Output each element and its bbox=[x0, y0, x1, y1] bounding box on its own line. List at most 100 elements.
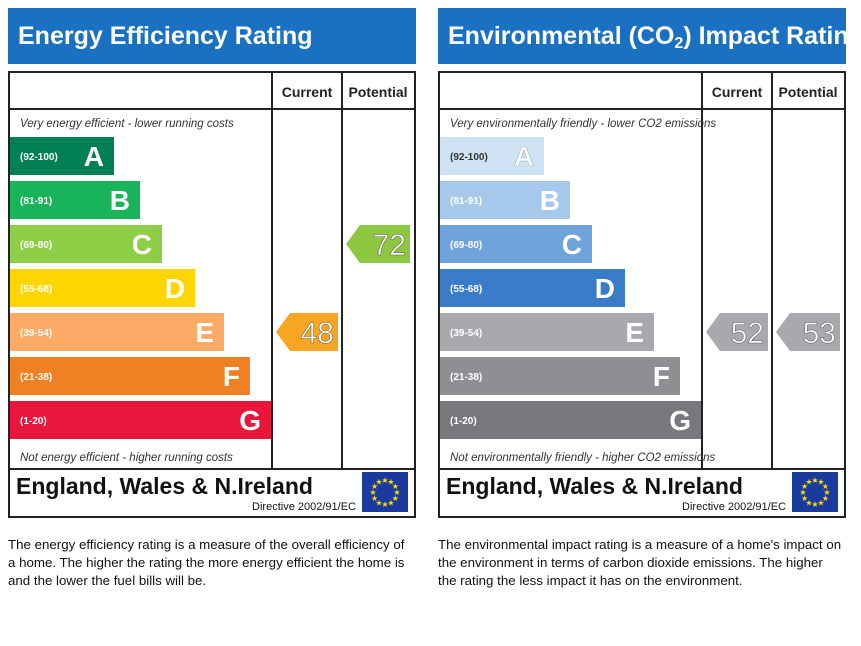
eu-star-icon: ★ bbox=[805, 478, 812, 487]
eu-star-icon: ★ bbox=[369, 488, 376, 497]
current-rating-value: 52 bbox=[731, 317, 764, 350]
band-letter-b: B bbox=[540, 185, 560, 216]
band-letter-e: E bbox=[625, 317, 644, 348]
ei-title-sub: 2 bbox=[674, 35, 684, 52]
band-range-g: (1-20) bbox=[450, 416, 477, 427]
environmental-footer-directive: Directive 2002/91/EC bbox=[682, 501, 786, 513]
eu-flag-icon: ★ ★ ★ ★ ★ ★ ★ ★ ★ ★ ★ ★ bbox=[792, 472, 838, 512]
band-range-e: (39-54) bbox=[450, 328, 482, 339]
band-range-a: (92-100) bbox=[20, 152, 58, 163]
band-bar-e bbox=[440, 313, 654, 351]
band-range-f: (21-38) bbox=[450, 372, 482, 383]
band-range-a: (92-100) bbox=[450, 152, 488, 163]
eu-star-icon: ★ bbox=[805, 498, 812, 507]
band-letter-b: B bbox=[110, 185, 130, 216]
band-letter-c: C bbox=[562, 229, 582, 260]
eu-star-icon: ★ bbox=[392, 482, 399, 491]
eu-star-icon: ★ bbox=[381, 476, 388, 485]
band-range-b: (81-91) bbox=[20, 196, 52, 207]
eu-star-icon: ★ bbox=[381, 500, 388, 509]
eu-star-icon: ★ bbox=[387, 498, 394, 507]
eu-star-icon: ★ bbox=[801, 482, 808, 491]
top-note: Very energy efficient - lower running co… bbox=[20, 118, 234, 130]
eu-star-icon: ★ bbox=[799, 488, 806, 497]
band-letter-g: G bbox=[239, 405, 261, 436]
band-bar-f bbox=[440, 357, 680, 395]
environmental-impact-description: The environmental impact rating is a mea… bbox=[438, 537, 842, 588]
eu-star-icon: ★ bbox=[375, 478, 382, 487]
ei-title-suffix: ) Impact Rating bbox=[683, 22, 861, 50]
eu-star-icon: ★ bbox=[822, 494, 829, 503]
band-letter-a: A bbox=[514, 141, 534, 172]
column-header-potential: Potential bbox=[348, 84, 407, 100]
eu-stars-icon: ★★★★★★★★★★★★ bbox=[369, 476, 400, 509]
potential-rating-value: 72 bbox=[373, 229, 406, 262]
band-letter-g: G bbox=[669, 405, 691, 436]
potential-rating-value: 53 bbox=[803, 317, 836, 350]
eu-star-icon: ★ bbox=[371, 494, 378, 503]
band-letter-d: D bbox=[165, 273, 185, 304]
band-bar-d bbox=[440, 269, 625, 307]
band-bar-a bbox=[10, 137, 114, 175]
band-letter-d: D bbox=[595, 273, 615, 304]
band-bar-c bbox=[10, 225, 162, 263]
band-bar-g bbox=[440, 401, 701, 439]
ei-title-prefix: Environmental (CO bbox=[448, 22, 675, 50]
eu-star-icon: ★ bbox=[387, 478, 394, 487]
eu-star-icon: ★ bbox=[375, 498, 382, 507]
eu-star-icon: ★ bbox=[392, 494, 399, 503]
bottom-note: Not environmentally friendly - higher CO… bbox=[450, 452, 715, 464]
band-bar-b bbox=[10, 181, 140, 219]
band-letter-f: F bbox=[653, 361, 670, 392]
energy-efficiency-panel: Energy Efficiency Rating Current Potentia… bbox=[8, 8, 416, 518]
environmental-impact-panel: Environmental (CO2) Impact Rating Curren… bbox=[438, 8, 861, 518]
band-bar-d bbox=[10, 269, 195, 307]
bottom-note: Not energy efficient - higher running co… bbox=[20, 452, 233, 464]
eu-stars-icon: ★★★★★★★★★★★★ bbox=[799, 476, 830, 509]
band-letter-f: F bbox=[223, 361, 240, 392]
band-range-e: (39-54) bbox=[20, 328, 52, 339]
eu-flag-icon: ★ ★ ★ ★ ★ ★ ★ ★ ★ ★ ★ ★ bbox=[362, 472, 408, 512]
band-range-c: (69-80) bbox=[20, 240, 52, 251]
current-rating-arrow bbox=[276, 313, 338, 351]
eu-star-icon: ★ bbox=[817, 498, 824, 507]
band-bar-b bbox=[440, 181, 570, 219]
band-bar-c bbox=[440, 225, 592, 263]
eu-star-icon: ★ bbox=[822, 482, 829, 491]
band-bar-f bbox=[10, 357, 250, 395]
band-range-g: (1-20) bbox=[20, 416, 47, 427]
eu-star-icon: ★ bbox=[801, 494, 808, 503]
energy-efficiency-description: The energy efficiency rating is a measur… bbox=[8, 537, 405, 588]
band-range-b: (81-91) bbox=[450, 196, 482, 207]
band-range-f: (21-38) bbox=[20, 372, 52, 383]
column-header-current: Current bbox=[712, 84, 763, 100]
energy-footer-directive: Directive 2002/91/EC bbox=[252, 501, 356, 513]
band-letter-e: E bbox=[195, 317, 214, 348]
column-header-current: Current bbox=[282, 84, 333, 100]
band-bar-e bbox=[10, 313, 224, 351]
potential-rating-arrow bbox=[346, 225, 410, 263]
eu-star-icon: ★ bbox=[817, 478, 824, 487]
band-range-d: (55-68) bbox=[450, 284, 482, 295]
eu-star-icon: ★ bbox=[371, 482, 378, 491]
environmental-impact-chart-svg: Current Potential Very environmentally fri… bbox=[440, 73, 844, 470]
eu-star-icon: ★ bbox=[811, 500, 818, 509]
band-letter-a: A bbox=[84, 141, 104, 172]
energy-efficiency-chart-svg: Current Potential Very energy efficient - … bbox=[10, 73, 414, 470]
band-bar-g bbox=[10, 401, 271, 439]
band-letter-c: C bbox=[132, 229, 152, 260]
top-note: Very environmentally friendly - lower CO… bbox=[450, 118, 716, 130]
eu-star-icon: ★ bbox=[393, 488, 400, 497]
potential-rating-arrow bbox=[776, 313, 840, 351]
column-header-potential: Potential bbox=[778, 84, 837, 100]
current-rating-value: 48 bbox=[301, 317, 334, 350]
band-range-c: (69-80) bbox=[450, 240, 482, 251]
energy-efficiency-chart: Current Potential Very energy efficient - … bbox=[8, 71, 416, 518]
eu-star-icon: ★ bbox=[823, 488, 830, 497]
energy-efficiency-title: Energy Efficiency Rating bbox=[8, 8, 416, 64]
band-range-d: (55-68) bbox=[20, 284, 52, 295]
band-bar-a bbox=[440, 137, 544, 175]
environmental-impact-title: Environmental (CO2) Impact Rating bbox=[438, 8, 861, 64]
eu-star-icon: ★ bbox=[811, 476, 818, 485]
environmental-footer-region: England, Wales & N.Ireland bbox=[446, 473, 743, 499]
